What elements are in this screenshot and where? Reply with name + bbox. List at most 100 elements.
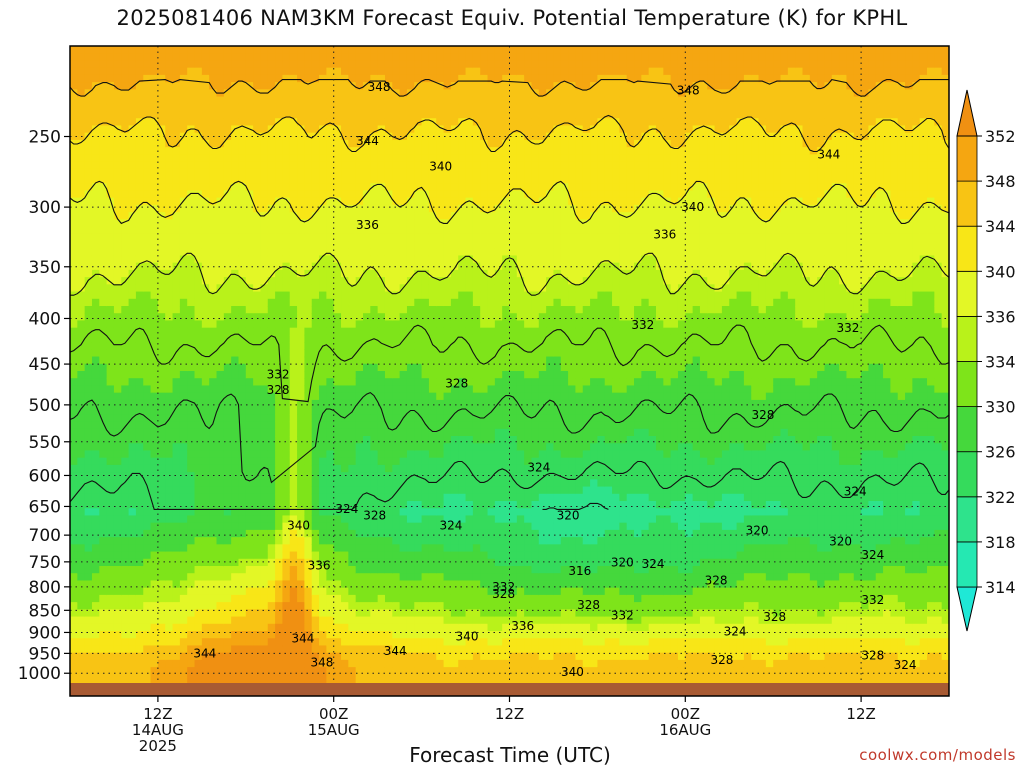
theta-e-cell [465, 262, 474, 271]
theta-e-cell [275, 652, 284, 661]
theta-e-cell [392, 464, 401, 473]
theta-e-cell [341, 176, 349, 184]
theta-e-cell [414, 551, 423, 560]
theta-e-cell [128, 74, 137, 83]
theta-e-cell [319, 291, 327, 300]
theta-e-cell [392, 190, 401, 199]
theta-e-cell [341, 558, 349, 567]
theta-e-cell [157, 551, 166, 560]
theta-e-cell [428, 659, 437, 668]
theta-e-cell [135, 219, 144, 228]
theta-e-cell [260, 652, 269, 661]
theta-e-cell [231, 277, 240, 285]
theta-e-cell [91, 522, 100, 531]
theta-e-cell [414, 645, 423, 654]
theta-e-cell [458, 248, 467, 257]
theta-e-cell [370, 566, 379, 574]
theta-e-cell [201, 363, 210, 372]
theta-e-cell [179, 111, 188, 119]
theta-e-cell [238, 486, 247, 495]
theta-e-cell [297, 46, 305, 54]
theta-e-cell [179, 241, 188, 249]
theta-e-cell [363, 472, 371, 480]
theta-e-cell [326, 356, 335, 365]
theta-e-cell [253, 551, 262, 560]
theta-e-cell [113, 298, 122, 307]
theta-e-cell [223, 631, 232, 639]
theta-e-cell [121, 89, 130, 98]
theta-e-cell [363, 414, 371, 423]
theta-e-cell [363, 479, 371, 488]
theta-e-cell [267, 414, 276, 423]
theta-e-cell [428, 327, 437, 336]
theta-e-cell [377, 566, 386, 574]
theta-e-cell [384, 414, 393, 423]
theta-e-cell [319, 161, 327, 170]
theta-e-cell [99, 515, 108, 524]
theta-e-cell [194, 472, 203, 480]
theta-e-cell [275, 602, 284, 610]
theta-e-cell [392, 522, 401, 531]
theta-e-cell [311, 609, 320, 618]
theta-e-cell [443, 154, 452, 163]
theta-e-cell [128, 60, 137, 69]
theta-e-cell [157, 392, 166, 401]
theta-e-cell [245, 652, 254, 661]
theta-e-cell [450, 479, 459, 488]
theta-e-cell [113, 594, 122, 603]
theta-e-cell [392, 334, 401, 343]
theta-e-cell [135, 334, 144, 343]
theta-e-cell [282, 327, 291, 336]
theta-e-cell [399, 226, 408, 235]
theta-e-cell [238, 241, 247, 249]
theta-e-cell [91, 306, 100, 314]
theta-e-cell [363, 659, 371, 668]
theta-e-cell [428, 291, 437, 300]
theta-e-cell [84, 580, 93, 589]
theta-e-cell [304, 219, 313, 228]
theta-e-cell [157, 327, 166, 336]
theta-e-cell [99, 594, 108, 603]
theta-e-cell [150, 306, 159, 314]
theta-e-cell [289, 204, 298, 213]
theta-e-cell [275, 443, 284, 452]
theta-e-cell [157, 176, 166, 184]
theta-e-cell [406, 537, 415, 545]
theta-e-cell [135, 399, 144, 408]
theta-e-cell [450, 587, 459, 596]
theta-e-cell [113, 197, 122, 206]
theta-e-cell [113, 269, 122, 278]
theta-e-cell [165, 609, 174, 618]
theta-e-cell [128, 421, 137, 430]
theta-e-cell [216, 414, 225, 423]
theta-e-cell [275, 436, 284, 444]
theta-e-cell [406, 320, 415, 329]
theta-e-cell [165, 385, 174, 394]
theta-e-cell [384, 349, 393, 358]
theta-e-cell [106, 132, 115, 141]
theta-e-cell [91, 501, 100, 509]
theta-e-cell [341, 609, 349, 618]
theta-e-cell [150, 508, 159, 517]
theta-e-cell [406, 241, 415, 249]
theta-e-cell [99, 248, 108, 257]
theta-e-cell [465, 529, 474, 538]
theta-e-cell [150, 89, 159, 98]
theta-e-cell [406, 161, 415, 170]
theta-e-cell [370, 233, 379, 242]
theta-e-cell [121, 486, 130, 495]
theta-e-cell [363, 183, 371, 192]
theta-e-cell [187, 652, 196, 661]
theta-e-cell [377, 501, 386, 509]
theta-e-cell [289, 407, 298, 415]
theta-e-cell [165, 594, 174, 603]
theta-e-cell [450, 645, 459, 654]
theta-e-cell [99, 544, 108, 553]
theta-e-cell [304, 399, 313, 408]
theta-e-cell [143, 450, 152, 459]
theta-e-cell [194, 248, 203, 257]
theta-e-cell [304, 111, 313, 119]
theta-e-cell [421, 125, 430, 134]
theta-e-cell [333, 436, 342, 444]
theta-e-cell [414, 493, 423, 502]
